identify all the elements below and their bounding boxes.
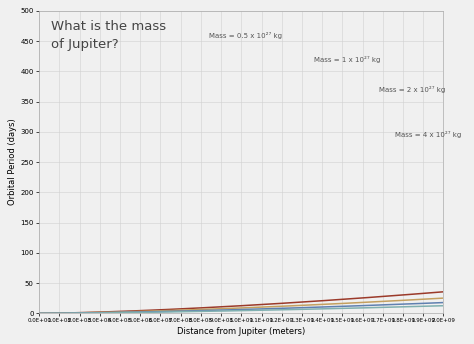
Text: Mass = 2 x 10²⁷ kg: Mass = 2 x 10²⁷ kg bbox=[379, 86, 445, 93]
Y-axis label: Orbital Period (days): Orbital Period (days) bbox=[9, 119, 18, 205]
Text: What is the mass
of Jupiter?: What is the mass of Jupiter? bbox=[51, 20, 166, 51]
Text: Mass = 1 x 10²⁷ kg: Mass = 1 x 10²⁷ kg bbox=[314, 56, 381, 63]
Text: Mass = 0.5 x 10²⁷ kg: Mass = 0.5 x 10²⁷ kg bbox=[209, 32, 282, 39]
X-axis label: Distance from Jupiter (meters): Distance from Jupiter (meters) bbox=[177, 327, 305, 336]
Text: Mass = 4 x 10²⁷ kg: Mass = 4 x 10²⁷ kg bbox=[395, 131, 461, 138]
